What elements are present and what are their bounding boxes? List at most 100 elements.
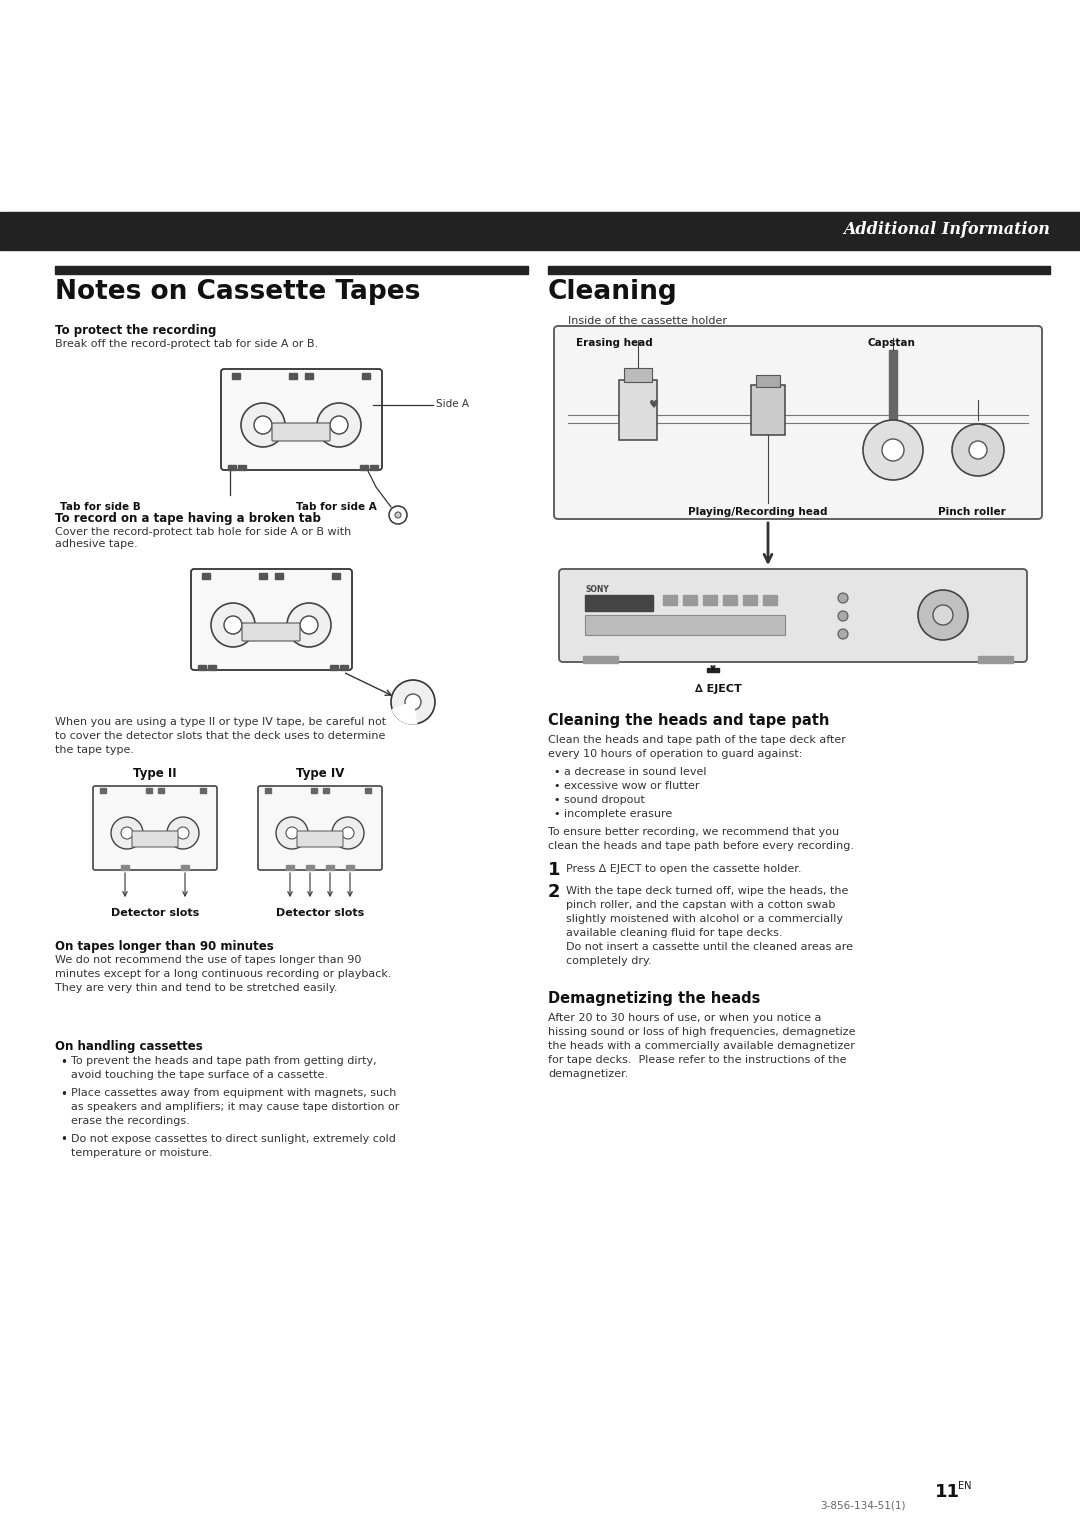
Text: We do not recommend the use of tapes longer than 90
minutes except for a long co: We do not recommend the use of tapes lon…: [55, 955, 391, 994]
Text: Detector slots: Detector slots: [111, 908, 199, 919]
Text: After 20 to 30 hours of use, or when you notice a
hissing sound or loss of high : After 20 to 30 hours of use, or when you…: [548, 1014, 855, 1079]
Text: •: •: [553, 808, 559, 819]
Bar: [762, 596, 777, 605]
Circle shape: [863, 419, 923, 481]
Text: Type IV: Type IV: [296, 767, 345, 779]
FancyBboxPatch shape: [258, 785, 382, 870]
Text: Additional Information: Additional Information: [843, 220, 1050, 237]
Bar: [346, 865, 354, 870]
Bar: [121, 865, 129, 870]
Text: ∆ EJECT: ∆ EJECT: [696, 684, 742, 694]
Bar: [198, 664, 206, 671]
Text: 11: 11: [935, 1484, 960, 1500]
Circle shape: [391, 680, 435, 724]
Circle shape: [111, 818, 143, 850]
Bar: [663, 596, 677, 605]
Bar: [548, 266, 1050, 274]
Bar: [306, 865, 314, 870]
Text: Inside of the cassette holder: Inside of the cassette holder: [568, 315, 727, 326]
Circle shape: [177, 827, 189, 839]
Bar: [305, 374, 313, 380]
Text: On tapes longer than 90 minutes: On tapes longer than 90 minutes: [55, 940, 273, 952]
Bar: [978, 655, 1013, 663]
Bar: [370, 465, 378, 470]
Bar: [362, 374, 370, 380]
Circle shape: [121, 827, 133, 839]
Text: incomplete erasure: incomplete erasure: [564, 808, 672, 819]
Circle shape: [405, 694, 421, 710]
Circle shape: [838, 611, 848, 622]
Text: Cover the record-protect tab hole for side A or B with
adhesive tape.: Cover the record-protect tab hole for si…: [55, 527, 351, 548]
Bar: [311, 788, 318, 793]
Circle shape: [318, 403, 361, 447]
Text: Tab for side A: Tab for side A: [296, 502, 377, 511]
Bar: [683, 596, 697, 605]
Text: •: •: [60, 1089, 67, 1101]
Text: To record on a tape having a broken tab: To record on a tape having a broken tab: [55, 511, 321, 525]
Bar: [286, 865, 294, 870]
Bar: [889, 351, 897, 419]
Circle shape: [287, 603, 330, 648]
Circle shape: [838, 592, 848, 603]
Text: With the tape deck turned off, wipe the heads, the
pinch roller, and the capstan: With the tape deck turned off, wipe the …: [566, 886, 853, 966]
Circle shape: [838, 629, 848, 638]
Circle shape: [918, 589, 968, 640]
Bar: [100, 788, 106, 793]
Text: a decrease in sound level: a decrease in sound level: [564, 767, 706, 778]
Text: Clean the heads and tape path of the tape deck after
every 10 hours of operation: Clean the heads and tape path of the tap…: [548, 735, 846, 759]
Text: To ensure better recording, we recommend that you
clean the heads and tape path : To ensure better recording, we recommend…: [548, 827, 854, 851]
Text: 2: 2: [548, 883, 561, 902]
FancyBboxPatch shape: [191, 570, 352, 671]
Text: 3-856-134-51(1): 3-856-134-51(1): [820, 1500, 905, 1511]
Text: Cleaning: Cleaning: [548, 279, 678, 305]
Circle shape: [276, 818, 308, 850]
Bar: [585, 615, 785, 635]
Text: When you are using a type II or type IV tape, be careful not
to cover the detect: When you are using a type II or type IV …: [55, 717, 387, 755]
Circle shape: [300, 615, 318, 634]
Text: EN: EN: [958, 1480, 972, 1491]
Bar: [360, 465, 368, 470]
Bar: [326, 865, 334, 870]
FancyBboxPatch shape: [93, 785, 217, 870]
Bar: [55, 266, 528, 274]
Bar: [330, 664, 338, 671]
Bar: [585, 596, 653, 611]
Circle shape: [389, 507, 407, 524]
Text: •: •: [60, 1056, 67, 1069]
Text: Capstan: Capstan: [868, 338, 916, 348]
Text: Playing/Recording head: Playing/Recording head: [688, 507, 827, 517]
Circle shape: [254, 416, 272, 433]
Text: Tab for side B: Tab for side B: [60, 502, 140, 511]
Bar: [200, 788, 206, 793]
Bar: [158, 788, 164, 793]
Text: 1: 1: [548, 860, 561, 879]
Text: Press ∆ EJECT to open the cassette holder.: Press ∆ EJECT to open the cassette holde…: [566, 863, 801, 874]
Bar: [0, 211, 1080, 250]
Bar: [756, 375, 780, 387]
Text: On handling cassettes: On handling cassettes: [55, 1040, 203, 1053]
Text: •: •: [553, 781, 559, 792]
Text: Do not expose cassettes to direct sunlight, extremely cold
temperature or moistu: Do not expose cassettes to direct sunlig…: [71, 1133, 396, 1157]
Bar: [146, 788, 152, 793]
Text: Erasing head: Erasing head: [576, 338, 652, 348]
Text: •: •: [553, 767, 559, 778]
Circle shape: [969, 441, 987, 459]
Bar: [259, 573, 267, 579]
Text: Side A: Side A: [436, 400, 469, 409]
Text: Demagnetizing the heads: Demagnetizing the heads: [548, 991, 760, 1006]
Circle shape: [330, 416, 348, 433]
Circle shape: [342, 827, 354, 839]
Text: Place cassettes away from equipment with magnets, such
as speakers and amplifier: Place cassettes away from equipment with…: [71, 1089, 400, 1125]
Bar: [332, 573, 340, 579]
Bar: [619, 380, 657, 439]
Text: Type II: Type II: [133, 767, 177, 779]
Text: •: •: [553, 795, 559, 805]
Bar: [365, 788, 372, 793]
Text: ♥: ♥: [649, 400, 659, 410]
Bar: [723, 596, 737, 605]
Bar: [232, 374, 240, 380]
FancyBboxPatch shape: [297, 831, 343, 847]
Bar: [208, 664, 216, 671]
Bar: [275, 573, 283, 579]
Circle shape: [211, 603, 255, 648]
